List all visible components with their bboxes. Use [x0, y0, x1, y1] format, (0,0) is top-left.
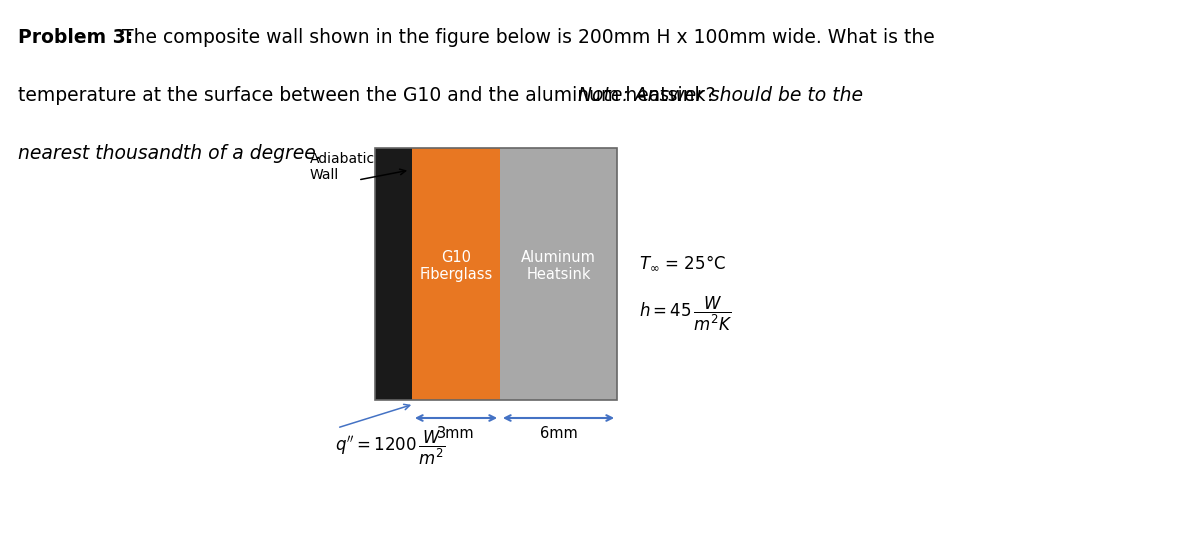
- Text: 6mm: 6mm: [540, 426, 577, 441]
- Bar: [500, 148, 617, 400]
- Bar: [374, 148, 617, 400]
- Bar: [412, 148, 500, 400]
- Text: Adiabatic
Wall: Adiabatic Wall: [310, 152, 376, 182]
- Text: $T_{\infty}$ = 25°C: $T_{\infty}$ = 25°C: [640, 254, 726, 272]
- Text: Aluminum
Heatsink: Aluminum Heatsink: [521, 250, 596, 282]
- Text: The composite wall shown in the figure below is 200mm H x 100mm wide. What is th: The composite wall shown in the figure b…: [116, 28, 935, 47]
- Text: Note: Answer should be to the: Note: Answer should be to the: [578, 86, 863, 105]
- Text: 3mm: 3mm: [437, 426, 475, 441]
- Text: nearest thousandth of a degree.: nearest thousandth of a degree.: [18, 144, 322, 163]
- Text: temperature at the surface between the G10 and the aluminum heatsink?: temperature at the surface between the G…: [18, 86, 721, 105]
- Text: $h = 45\,\dfrac{W}{m^2 K}$: $h = 45\,\dfrac{W}{m^2 K}$: [640, 295, 733, 333]
- Text: G10
Fiberglass: G10 Fiberglass: [419, 250, 493, 282]
- Text: Problem 3:: Problem 3:: [18, 28, 133, 47]
- Bar: [374, 148, 412, 400]
- Text: $q'' = 1200\,\dfrac{W}{m^2}$: $q'' = 1200\,\dfrac{W}{m^2}$: [335, 429, 445, 467]
